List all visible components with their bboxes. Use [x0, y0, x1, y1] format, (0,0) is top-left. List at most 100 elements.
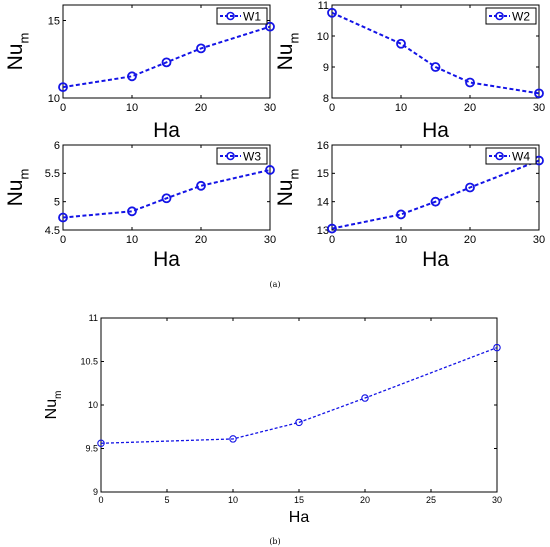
plot-frame: [62, 4, 271, 99]
x-tick-label: 20: [195, 234, 207, 246]
y-tick-label: 16: [317, 140, 329, 152]
plot-frame: [62, 144, 271, 231]
y-axis-label-main: Nu: [274, 43, 297, 70]
x-axis-label: Ha: [422, 248, 449, 271]
y-tick-label: 15: [317, 168, 329, 180]
y-tick-label: 6: [54, 140, 60, 152]
y-axis-label-subscript: m: [16, 33, 31, 44]
data-point: [127, 206, 137, 217]
y-axis-label-main: Nu: [4, 43, 27, 70]
data-point: [396, 38, 406, 49]
x-tick-label: 10: [126, 102, 138, 114]
x-tick-label: 30: [533, 102, 545, 114]
y-axis-label-subscript: m: [286, 33, 301, 44]
data-point: [229, 435, 237, 443]
y-tick-label: 10: [317, 31, 329, 43]
x-tick-label: 0: [329, 234, 335, 246]
x-tick-label: 10: [395, 234, 407, 246]
data-point: [430, 62, 441, 72]
series-line: [62, 168, 271, 219]
data-point: [127, 71, 137, 82]
data-point: [58, 82, 68, 93]
x-axis-label: Ha: [153, 248, 180, 271]
y-tick-label: 9: [323, 62, 329, 74]
data-point: [465, 77, 475, 88]
x-tick-label: 25: [426, 495, 436, 505]
x-tick-label: 30: [264, 102, 276, 114]
data-point: [58, 212, 68, 223]
y-axis-label: Num: [4, 33, 31, 71]
data-point: [361, 394, 369, 402]
legend-marker: [495, 11, 504, 21]
data-point: [97, 439, 105, 448]
data-point: [265, 165, 275, 175]
y-axis-label-subscript: m: [286, 169, 301, 180]
y-tick-label: 15: [48, 15, 60, 27]
data-point: [295, 418, 303, 427]
x-tick-label: 10: [228, 495, 238, 505]
data-point: [161, 193, 172, 204]
x-tick-label: 20: [360, 495, 370, 505]
y-tick-label: 10.5: [80, 357, 98, 367]
legend-label: W4: [512, 150, 530, 164]
series-line: [100, 346, 498, 444]
legend-label: W2: [512, 10, 530, 24]
data-point: [327, 7, 337, 18]
x-tick-label: 30: [533, 234, 545, 246]
data-point: [396, 209, 406, 220]
chart-panel-3: 0 10 20 30 4.5 5 5.5 6 Ha Num W3: [4, 140, 276, 271]
data-point: [161, 57, 172, 68]
legend-marker: [226, 151, 235, 161]
plot-frame: [331, 144, 540, 231]
x-tick-label: 0: [60, 102, 66, 114]
y-tick-label: 4.5: [45, 225, 60, 237]
x-axis-label: Ha: [153, 119, 180, 142]
y-axis-label: Num: [274, 169, 301, 207]
x-tick-label: 20: [464, 102, 476, 114]
data-point: [493, 343, 501, 352]
legend-marker: [226, 11, 235, 21]
y-tick-label: 9.5: [85, 444, 98, 454]
x-axis-label: Ha: [289, 509, 310, 526]
y-tick-label: 14: [317, 197, 329, 209]
x-tick-label: 30: [492, 495, 502, 505]
chart-panel-2: 0 10 20 30 8 9 10 11 Ha Num W2: [274, 0, 545, 142]
data-point: [196, 43, 206, 54]
x-tick-label: 10: [395, 102, 407, 114]
y-tick-label: 10: [88, 400, 98, 410]
caption-b: (b): [269, 537, 280, 546]
x-tick-label: 10: [126, 234, 138, 246]
x-tick-label: 0: [98, 495, 103, 505]
x-tick-label: 30: [264, 234, 276, 246]
y-tick-label: 11: [318, 0, 329, 12]
caption-a: (a): [269, 280, 280, 289]
y-tick-label: 11: [89, 313, 98, 323]
y-axis-label: Num: [274, 33, 301, 71]
series-line: [62, 25, 271, 89]
x-tick-label: 0: [60, 234, 66, 246]
data-point: [196, 180, 206, 191]
x-axis-label: Ha: [422, 119, 449, 142]
plot-frame: [100, 317, 498, 493]
x-tick-label: 15: [294, 495, 304, 505]
y-axis-label-subscript: m: [16, 169, 31, 180]
data-point: [430, 196, 441, 207]
legend-label: W1: [243, 10, 261, 24]
y-tick-label: 10: [48, 93, 60, 105]
y-axis-label-main: Nu: [274, 179, 297, 206]
data-point: [465, 182, 475, 193]
x-tick-label: 5: [164, 495, 169, 505]
y-axis-label-main: Nu: [4, 179, 27, 206]
series-line: [331, 159, 540, 230]
y-tick-label: 13: [317, 225, 329, 237]
y-axis-label: Num: [4, 169, 31, 207]
x-tick-label: 0: [329, 102, 335, 114]
y-tick-label: 5.5: [45, 168, 60, 180]
y-tick-label: 5: [54, 197, 60, 209]
y-axis-label-main: Nu: [43, 399, 60, 419]
y-tick-label: 9: [93, 487, 98, 497]
data-point: [265, 21, 275, 32]
y-axis-label-subscript: m: [53, 391, 64, 399]
